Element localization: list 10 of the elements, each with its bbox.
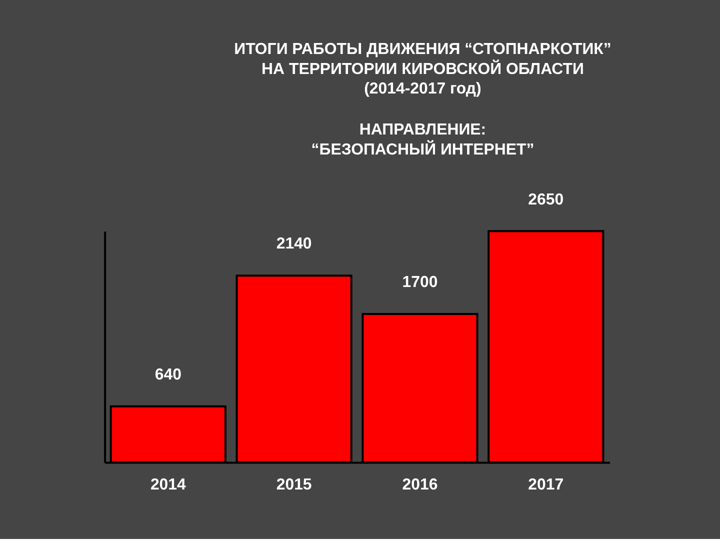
x-tick-label: 2016 xyxy=(402,476,438,494)
x-tick-label: 2015 xyxy=(276,476,312,494)
x-tick-label: 2014 xyxy=(150,476,186,494)
data-label: 640 xyxy=(154,366,182,384)
data-label: 2140 xyxy=(276,236,312,253)
x-tick-label: 2017 xyxy=(528,476,564,494)
chart-title: ИТОГИ РАБОТЫ ДВИЖЕНИЯ “СТОПНАРКОТИК” НА ТЕРРИТОРИИ КИРОВСКОЙ ОБЛАСТИ (2014-2017 год) xyxy=(234,40,612,98)
data-label: 1700 xyxy=(402,274,438,292)
data-label: 2650 xyxy=(528,191,564,208)
chart-subtitle: НАПРАВЛЕНИЕ: “БЕЗОПАСНЫЙ ИНТЕРНЕТ” xyxy=(311,122,534,158)
